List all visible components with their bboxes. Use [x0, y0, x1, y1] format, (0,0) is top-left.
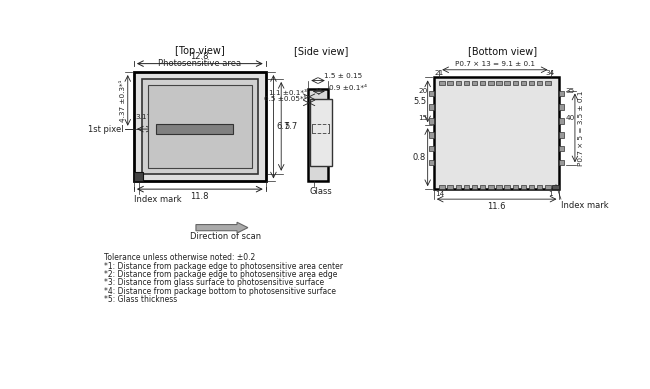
Bar: [560, 160, 564, 165]
Bar: [439, 81, 445, 85]
Bar: [142, 79, 258, 174]
FancyArrow shape: [196, 222, 248, 233]
Bar: [134, 72, 266, 181]
Text: *3: Distance from glass surface to photosensitive surface: *3: Distance from glass surface to photo…: [105, 279, 324, 287]
Bar: [560, 132, 564, 138]
Text: 5.5: 5.5: [413, 97, 426, 106]
Bar: [429, 132, 434, 138]
Text: 0.9 ±0.1*⁴: 0.9 ±0.1*⁴: [330, 84, 367, 91]
Bar: [545, 81, 551, 85]
Text: Photosensitive area: Photosensitive area: [158, 59, 241, 68]
Text: *5: Glass thickness: *5: Glass thickness: [105, 295, 177, 304]
Bar: [456, 81, 461, 85]
Text: Glass: Glass: [310, 187, 333, 196]
Bar: [529, 81, 534, 85]
Text: 34: 34: [546, 70, 555, 76]
Text: Tolerance unless otherwise noted: ±0.2: Tolerance unless otherwise noted: ±0.2: [105, 253, 255, 262]
Bar: [447, 81, 453, 85]
Bar: [472, 81, 477, 85]
Bar: [429, 118, 434, 124]
Bar: [429, 91, 434, 96]
Bar: [429, 146, 434, 151]
Bar: [447, 184, 453, 189]
Text: 21: 21: [435, 70, 444, 76]
Text: [Top view]: [Top view]: [175, 46, 225, 56]
Text: Index mark: Index mark: [561, 201, 608, 210]
Bar: [480, 81, 486, 85]
Bar: [560, 91, 564, 96]
Bar: [552, 184, 560, 189]
Bar: [429, 160, 434, 165]
Bar: [560, 146, 564, 151]
Bar: [529, 184, 534, 189]
Bar: [513, 81, 518, 85]
Bar: [429, 104, 434, 110]
Text: 1st pixel: 1st pixel: [88, 124, 124, 133]
Bar: [155, 124, 233, 134]
Bar: [463, 81, 469, 85]
Bar: [521, 81, 526, 85]
Bar: [560, 104, 564, 110]
Bar: [537, 184, 542, 189]
Text: P0.7 × 13 = 9.1 ± 0.1: P0.7 × 13 = 9.1 ± 0.1: [455, 61, 535, 67]
Text: 1.5 ± 0.15: 1.5 ± 0.15: [324, 73, 363, 79]
Text: P0.7 × 5 = 3.5 ± 0.1: P0.7 × 5 = 3.5 ± 0.1: [578, 90, 584, 166]
Text: 0.5 ±0.05*⁵: 0.5 ±0.05*⁵: [265, 96, 307, 102]
Text: Direction of scan: Direction of scan: [190, 232, 261, 241]
Bar: [513, 184, 518, 189]
Text: Index mark: Index mark: [134, 195, 181, 204]
Bar: [488, 184, 493, 189]
Text: [Side view]: [Side view]: [294, 46, 348, 56]
Text: *2: Distance from package edge to photosensitive area edge: *2: Distance from package edge to photos…: [105, 270, 338, 279]
Text: 4.37 ±0.3*¹: 4.37 ±0.3*¹: [120, 79, 126, 122]
Bar: [504, 81, 510, 85]
Bar: [521, 184, 526, 189]
Bar: [545, 184, 551, 189]
Text: 15: 15: [419, 115, 428, 121]
Text: 5.7: 5.7: [284, 122, 298, 131]
Bar: [537, 81, 542, 85]
Text: 0.8: 0.8: [413, 152, 426, 162]
Text: 40: 40: [566, 115, 575, 121]
Text: 7.168 × 0.2: 7.168 × 0.2: [158, 107, 207, 116]
Bar: [308, 89, 328, 181]
Bar: [310, 99, 332, 166]
Bar: [472, 184, 477, 189]
Bar: [439, 184, 445, 189]
Text: *1: Distance from package edge to photosensitive area center: *1: Distance from package edge to photos…: [105, 261, 343, 270]
Text: 14: 14: [435, 191, 444, 198]
Bar: [496, 81, 502, 85]
Bar: [496, 184, 502, 189]
Text: 1.1 ±0.1*³: 1.1 ±0.1*³: [269, 90, 307, 96]
Bar: [488, 81, 493, 85]
Bar: [456, 184, 461, 189]
Bar: [480, 184, 486, 189]
Bar: [504, 184, 510, 189]
Bar: [434, 77, 560, 189]
Text: 20: 20: [419, 88, 428, 94]
Bar: [463, 184, 469, 189]
Text: 1: 1: [548, 191, 552, 198]
Text: 11.8: 11.8: [190, 192, 209, 201]
Text: 11.6: 11.6: [488, 202, 506, 211]
Bar: [134, 172, 143, 181]
Text: *4: Distance from package bottom to photosensitive surface: *4: Distance from package bottom to phot…: [105, 287, 337, 296]
Text: 6.7: 6.7: [276, 122, 290, 131]
Bar: [560, 118, 564, 124]
Bar: [148, 85, 252, 168]
Text: 12.8: 12.8: [190, 51, 209, 61]
Text: 35: 35: [566, 88, 575, 94]
Text: 3.17±0.3*²: 3.17±0.3*²: [135, 114, 176, 120]
Text: [Bottom view]: [Bottom view]: [467, 46, 537, 56]
